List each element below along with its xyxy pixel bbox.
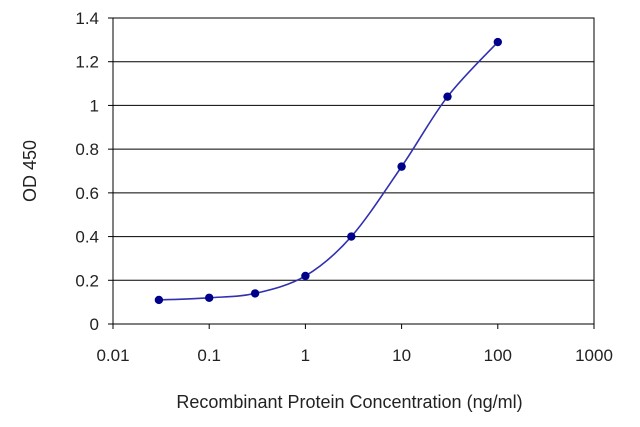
y-tick-label: 1.2 xyxy=(75,53,99,72)
plot-area xyxy=(112,17,595,325)
data-point xyxy=(347,232,356,241)
data-point xyxy=(397,162,406,171)
y-tick-label: 0.2 xyxy=(75,271,99,290)
x-axis-ticks: 0.01 0.1 1 10 100 1000 xyxy=(96,324,613,365)
gridlines xyxy=(113,17,594,281)
y-axis-label: OD 450 xyxy=(20,140,40,202)
data-points xyxy=(154,37,502,305)
data-point xyxy=(301,271,310,281)
y-tick-label: 0.6 xyxy=(75,184,99,203)
data-point xyxy=(154,295,164,305)
x-tick-label: 0.1 xyxy=(197,346,221,365)
x-tick-label: 0.01 xyxy=(96,346,129,365)
x-tick-label: 100 xyxy=(484,346,512,365)
data-point xyxy=(205,293,214,302)
x-tick-label: 1 xyxy=(301,346,310,365)
y-axis-ticks: 0 0.2 0.4 0.6 0.8 1 1.2 1.4 xyxy=(75,9,113,334)
y-tick-label: 0.8 xyxy=(75,140,99,159)
x-axis-label: Recombinant Protein Concentration (ng/ml… xyxy=(176,392,522,412)
y-tick-label: 1 xyxy=(90,96,99,115)
data-point xyxy=(250,289,260,298)
y-tick-label: 0 xyxy=(90,315,99,334)
data-point xyxy=(443,92,452,101)
x-tick-label: 10 xyxy=(392,346,411,365)
data-point xyxy=(493,37,502,47)
y-tick-label: 0.4 xyxy=(75,228,99,247)
y-tick-label: 1.4 xyxy=(75,9,99,28)
x-tick-label: 1000 xyxy=(575,346,613,365)
